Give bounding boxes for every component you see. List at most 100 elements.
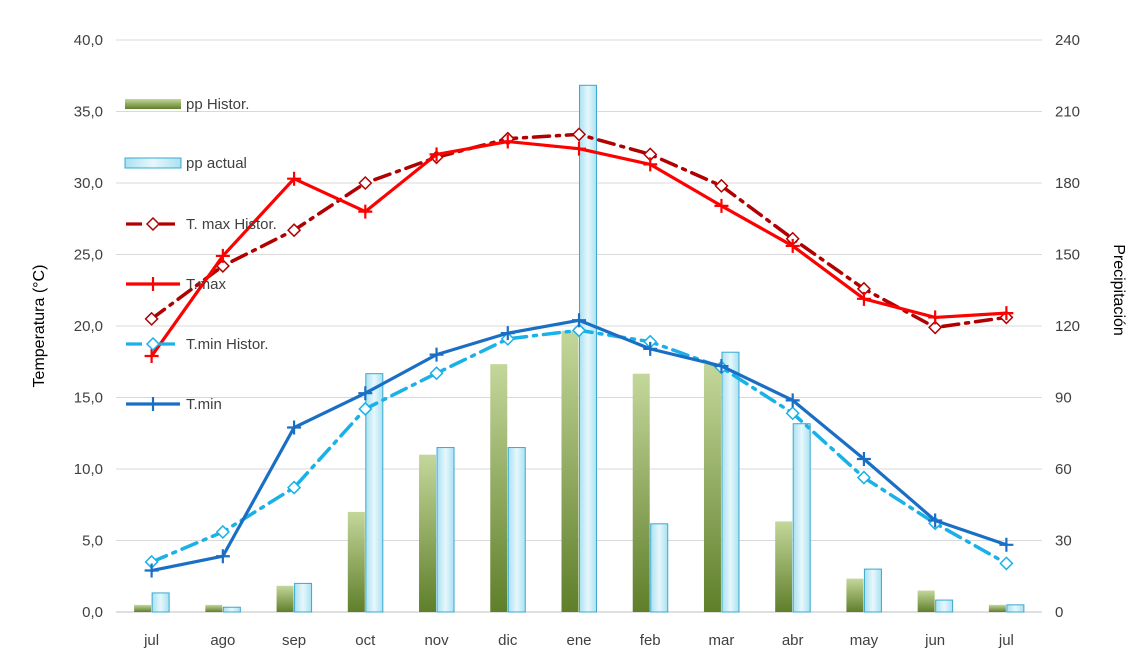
y-tick-label: 35,0	[74, 104, 103, 121]
x-tick-label: feb	[640, 632, 661, 649]
marker-t-max	[856, 291, 871, 306]
bar-pp-actual	[507, 447, 526, 613]
legend-swatch-pp-histor	[125, 99, 181, 109]
legend-marker-t-max-histor	[145, 216, 161, 232]
marker-t-min	[999, 537, 1014, 552]
marker-t-min	[429, 347, 444, 362]
marker-t-max	[500, 134, 515, 149]
bar-pp-actual	[436, 447, 455, 613]
bar-pp-historico	[703, 364, 721, 612]
y2-tick-label: 180	[1055, 175, 1080, 192]
legend-marker-t-max	[146, 277, 160, 291]
y2-tick-label: 150	[1055, 247, 1080, 264]
y-tick-label: 15,0	[74, 390, 103, 407]
marker-t-min	[856, 451, 871, 466]
marker-t-min-histor	[856, 470, 871, 485]
y-axis-title: Temperatura (°C)	[31, 265, 48, 388]
marker-t-max-histor	[358, 175, 373, 191]
legend-swatch-pp-actual	[124, 157, 182, 169]
bar-pp-actual	[1006, 604, 1025, 613]
marker-t-max-histor	[714, 178, 729, 193]
y-tick-label: 5,0	[82, 533, 103, 550]
marker-t-min-histor	[215, 524, 230, 539]
marker-t-min	[215, 549, 230, 564]
marker-t-max	[999, 306, 1014, 321]
bar-pp-historico	[917, 590, 935, 612]
marker-t-max-histor	[928, 320, 943, 335]
y2-tick-label: 30	[1055, 533, 1072, 550]
bar-pp-historico	[490, 364, 508, 612]
marker-t-max-histor	[144, 311, 159, 326]
bar-pp-actual	[721, 351, 740, 613]
marker-t-max	[358, 204, 373, 219]
marker-t-max	[643, 157, 658, 172]
marker-t-min	[785, 393, 800, 408]
bar-pp-historico	[276, 585, 294, 612]
x-tick-label: jul	[143, 632, 159, 649]
bar-pp-actual	[294, 582, 313, 613]
marker-t-min-histor	[287, 480, 302, 495]
bar-pp-actual	[222, 606, 241, 613]
marker-t-min-histor	[785, 406, 800, 421]
legend-marker-t-min	[146, 397, 160, 411]
marker-t-min	[358, 386, 373, 401]
bar-pp-actual	[935, 599, 954, 613]
x-tick-label: abr	[782, 632, 804, 649]
marker-t-max	[572, 141, 586, 156]
bar-pp-historico	[134, 604, 152, 612]
x-tick-label: dic	[498, 632, 518, 649]
marker-t-max-histor	[287, 223, 302, 238]
marker-t-min	[287, 420, 302, 435]
legend-label-pp-histor: pp Histor.	[186, 96, 249, 113]
marker-t-min	[643, 341, 658, 356]
tick-labels: 0,0 5,0 10,0 15,0 20,0 25,0 30,0 35,0 40,0 0 30 60 9…	[74, 32, 1080, 649]
y2-tick-label: 90	[1055, 390, 1072, 407]
bar-pp-historico	[419, 454, 437, 612]
y-tick-label: 0,0	[82, 604, 103, 621]
bar-pp-historico	[846, 578, 864, 612]
x-tick-label: nov	[424, 632, 449, 649]
y-tick-label: 10,0	[74, 461, 103, 478]
marker-t-min	[144, 563, 159, 578]
bar-pp-actual	[151, 592, 170, 613]
y-tick-label: 30,0	[74, 175, 103, 192]
marker-t-min-histor	[571, 323, 587, 338]
y2-axis-title: Precipitación	[1110, 244, 1127, 336]
legend-label-t-min: T.min	[186, 396, 222, 413]
bar-pp-historico	[775, 521, 793, 612]
bar-pp-historico	[988, 604, 1006, 612]
marker-t-max	[287, 171, 302, 186]
y-tick-label: 40,0	[74, 32, 103, 49]
bar-pp-actual	[863, 568, 882, 613]
marker-t-max	[215, 248, 230, 263]
marker-t-min-histor	[999, 556, 1014, 571]
y2-tick-label: 210	[1055, 104, 1080, 121]
marker-t-min-histor	[429, 366, 444, 381]
x-tick-label: oct	[355, 632, 376, 649]
bar-pp-actual	[650, 523, 669, 613]
marker-t-max	[785, 238, 800, 253]
x-tick-label: ene	[566, 632, 591, 649]
marker-t-min	[500, 326, 515, 341]
x-tick-label: sep	[282, 632, 306, 649]
legend-label-t-max-histor: T. max Histor.	[186, 216, 277, 233]
marker-t-min	[572, 313, 586, 328]
bar-pp-historico	[561, 330, 579, 612]
y-tick-label: 25,0	[74, 247, 103, 264]
y2-tick-label: 240	[1055, 32, 1080, 49]
legend-label-t-max: T.max	[186, 276, 227, 293]
y2-tick-label: 0	[1055, 604, 1063, 621]
marker-t-max-histor	[571, 127, 587, 142]
legend: pp Histor. pp actual T. max Histor. T.max T.…	[124, 96, 277, 413]
bar-pp-actual	[792, 423, 811, 613]
legend-label-pp-actual: pp actual	[186, 155, 247, 172]
bar-pp-historico	[632, 373, 650, 612]
bar-pp-actual	[365, 373, 384, 613]
marker-t-max	[144, 349, 159, 364]
legend-marker-t-min-histor	[145, 336, 161, 352]
marker-t-max	[928, 310, 943, 325]
lines	[144, 127, 1014, 578]
bar-pp-historico	[347, 511, 365, 612]
marker-t-min-histor	[358, 401, 373, 417]
